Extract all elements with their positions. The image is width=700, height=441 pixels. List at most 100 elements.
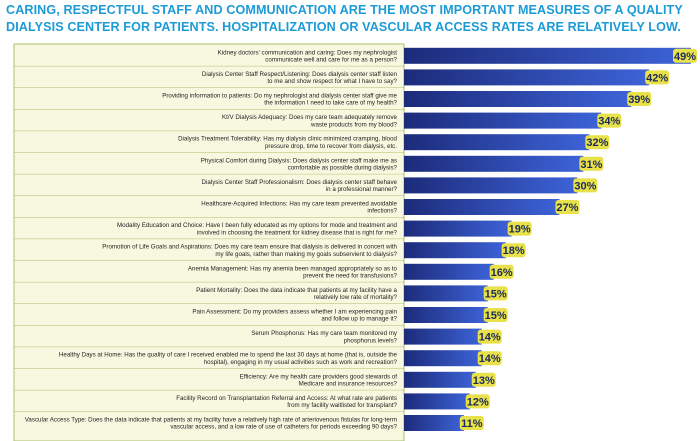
bar — [404, 415, 464, 431]
value-badge — [585, 135, 610, 150]
category-label-line: Modality Education and Choice: Have I be… — [117, 222, 398, 229]
category-label-line: Promotion of Life Goals and Aspirations:… — [102, 244, 397, 251]
value-label: 14% — [479, 353, 501, 365]
category-label-line: to me and show respect for what I have t… — [267, 78, 397, 85]
category-label-line: from my facility waitlisted for transpla… — [287, 402, 397, 409]
chart-title: CARING, RESPECTFUL STAFF AND COMMUNICATI… — [6, 3, 683, 34]
value-label: 32% — [586, 137, 608, 149]
value-label: 30% — [574, 180, 596, 192]
value-badge — [579, 156, 604, 171]
bar-row: Dialysis Treatment Tolerability: Has my … — [14, 130, 610, 151]
bar-row: Dialysis Center Staff Professionalism: D… — [14, 173, 598, 194]
category-label: Dialysis Treatment Tolerability: Has my … — [178, 136, 397, 150]
category-label: Modality Education and Choice: Have I be… — [117, 222, 398, 236]
category-label-line: Healthcare-Acquired Infections: Has my c… — [201, 201, 397, 208]
category-label: Healthcare-Acquired Infections: Has my c… — [201, 201, 397, 215]
category-label-line: and follow up to manage it? — [321, 316, 397, 323]
category-label-line: my life goals, rather than making my goa… — [215, 251, 397, 258]
value-label: 49% — [674, 51, 696, 63]
value-label: 13% — [473, 375, 495, 387]
bar-row: Vascular Access Type: Does the data indi… — [14, 411, 484, 431]
bar — [404, 112, 602, 129]
bar — [404, 393, 470, 410]
category-label-line: Medicare and insurance resources? — [299, 381, 398, 388]
category-label: Serum Phosphorus: Has my care team monit… — [251, 330, 398, 344]
value-badge — [471, 372, 496, 387]
value-badge — [573, 178, 598, 193]
value-badge — [507, 221, 532, 236]
value-label: 16% — [491, 267, 513, 279]
value-label: 15% — [485, 288, 507, 300]
category-label: Dialysis Center Staff Professionalism: D… — [202, 179, 398, 193]
category-label-line: Efficiency: Are my health care providers… — [240, 373, 398, 380]
bar — [404, 199, 560, 215]
category-label-line: pressure drop, time to recover from dial… — [265, 143, 397, 150]
bar-row: Providing information to patients: Do my… — [14, 87, 652, 107]
value-badge — [627, 92, 652, 106]
value-label: 31% — [580, 159, 602, 171]
bar — [404, 134, 590, 151]
category-label: Physical Comfort during Dialysis: Does d… — [201, 157, 398, 171]
category-label-line: Pain Assessment: Do my providers assess … — [192, 309, 397, 316]
category-label-line: vascular access, and a low rate of use o… — [170, 424, 397, 431]
category-label-line: Kt/V Dialysis Adequacy: Does my care tea… — [222, 114, 398, 121]
value-label: 39% — [628, 94, 650, 106]
category-label-line: waste products from my blood? — [310, 121, 398, 128]
category-label-line: in a professional manner? — [326, 186, 398, 193]
category-label: Kidney doctors' communication and caring… — [218, 49, 398, 63]
category-label-line: Anemia Management: Has my anemia been ma… — [188, 265, 398, 272]
value-badge — [597, 113, 622, 128]
bar-row: Efficiency: Are my health care providers… — [14, 368, 496, 388]
label-panel — [13, 43, 405, 441]
category-label: Kt/V Dialysis Adequacy: Does my care tea… — [222, 114, 398, 128]
category-label: Facility Record on Transplantation Refer… — [176, 395, 397, 409]
bar-row: Physical Comfort during Dialysis: Does d… — [14, 152, 604, 172]
bar — [404, 371, 476, 388]
value-badge — [483, 286, 508, 301]
value-label: 42% — [646, 72, 668, 84]
bar-row: Promotion of Life Goals and Aspirations:… — [14, 238, 526, 259]
category-label-line: communicate well and care for me as a pe… — [265, 57, 397, 64]
value-badge — [489, 264, 514, 279]
category-label: Pain Assessment: Do my providers assess … — [192, 309, 397, 323]
bar-row: Anemia Management: Has my anemia been ma… — [14, 260, 514, 280]
category-label-line: Healthy Days at Home: Has the quality of… — [59, 352, 398, 359]
bar — [404, 69, 650, 86]
category-label-line: Dialysis Center Staff Respect/Listening:… — [202, 71, 398, 78]
category-label-line: hospital), engaging in my usual activiti… — [204, 359, 398, 366]
value-badge — [673, 48, 697, 63]
bar — [404, 328, 482, 345]
bar-row: Modality Education and Choice: Have I be… — [14, 217, 532, 237]
value-badge — [501, 243, 526, 258]
category-label-line: Kidney doctors' communication and caring… — [218, 49, 398, 56]
value-badge — [477, 351, 502, 366]
category-label-line: Dialysis Center Staff Professionalism: D… — [202, 179, 398, 186]
value-label: 14% — [479, 332, 501, 344]
category-label-line: prevent the need for transfusions? — [303, 273, 397, 280]
value-badge — [477, 329, 502, 344]
value-label: 12% — [467, 396, 489, 408]
bar — [404, 350, 482, 367]
category-label: Efficiency: Are my health care providers… — [240, 373, 398, 387]
bar — [404, 285, 488, 302]
bar — [404, 91, 632, 107]
category-label-line: infections? — [367, 208, 397, 215]
category-label: Dialysis Center Staff Respect/Listening:… — [202, 71, 398, 85]
bar — [404, 47, 691, 64]
bar — [404, 177, 578, 194]
bar — [404, 155, 584, 172]
bar-row: Facility Record on Transplantation Refer… — [14, 389, 490, 410]
value-badge — [465, 394, 490, 409]
category-label-line: Dialysis Treatment Tolerability: Has my … — [178, 136, 397, 143]
value-badge — [645, 70, 670, 85]
bar-row: Kt/V Dialysis Adequacy: Does my care tea… — [14, 109, 622, 129]
value-badge — [483, 308, 508, 322]
value-label: 11% — [461, 418, 483, 430]
bar — [404, 263, 494, 280]
category-label-line: involved in choosing the treatment for k… — [197, 229, 398, 236]
category-label-line: phosphorus levels? — [344, 337, 398, 344]
value-label: 27% — [556, 202, 578, 214]
category-label: Anemia Management: Has my anemia been ma… — [188, 265, 398, 279]
bar — [404, 307, 488, 323]
